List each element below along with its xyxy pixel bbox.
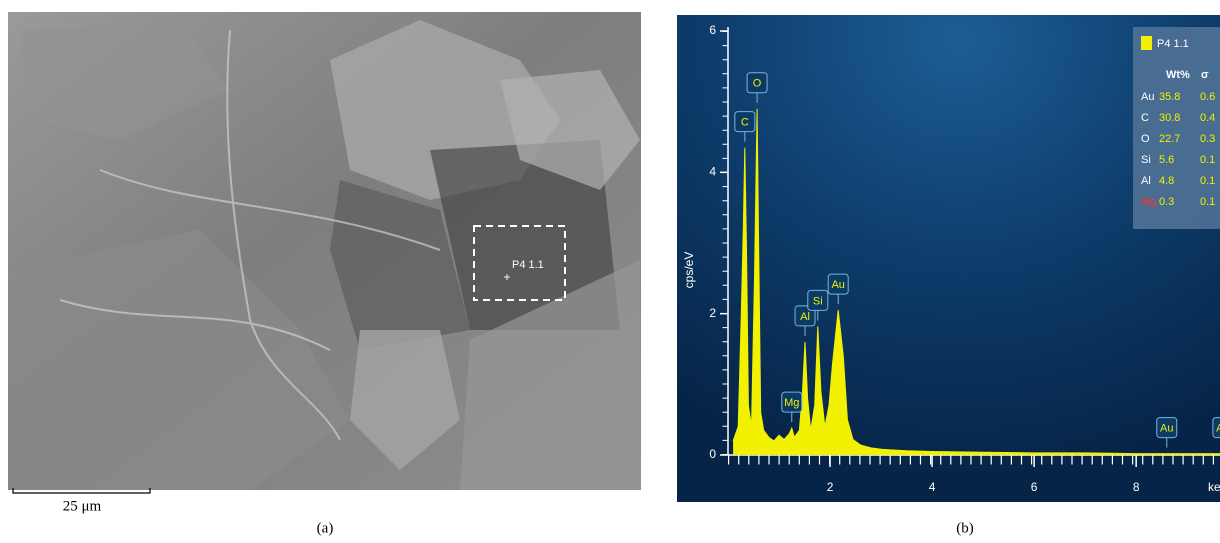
element: C (1141, 112, 1149, 124)
column-header: σ (1201, 69, 1209, 81)
wt-percent: 30.8 (1159, 112, 1180, 124)
x-tick-label: 6 (1031, 480, 1038, 494)
page: P4 1.1 + 25 μm (a) 02462468keVcps/eVCOMg… (0, 0, 1220, 543)
y-tick-label: 4 (709, 165, 716, 179)
wt-percent: 4.8 (1159, 175, 1174, 187)
element: Mg (1141, 196, 1156, 208)
wt-percent: 5.6 (1159, 154, 1174, 166)
sigma: 0.1 (1200, 175, 1215, 187)
svg-text:+: + (503, 270, 510, 284)
caption: (a) (317, 520, 334, 536)
x-tick-label: 4 (929, 480, 936, 494)
scale-bar-label: 25 μm (63, 498, 102, 514)
element: Al (1141, 175, 1151, 187)
peak-label: Au (1160, 422, 1173, 434)
sem-image: P4 1.1 + (8, 12, 641, 490)
element: Si (1141, 154, 1151, 166)
x-tick-label: 8 (1133, 480, 1140, 494)
wt-percent: 0.3 (1159, 196, 1174, 208)
peak-label: Au (831, 279, 844, 291)
y-axis-label: cps/eV (682, 252, 696, 289)
box-label: P4 1.1 (512, 259, 544, 271)
element: O (1141, 133, 1150, 145)
element: Au (1141, 91, 1154, 103)
peak-label: Mg (784, 397, 799, 409)
sigma: 0.4 (1200, 112, 1215, 124)
peak-label: Si (813, 295, 823, 307)
peak-label: Au (1216, 422, 1220, 434)
y-tick-label: 2 (709, 306, 716, 320)
peak-label: C (741, 117, 749, 129)
peak-label: Al (800, 311, 810, 323)
x-axis-label: keV (1208, 480, 1220, 494)
caption: (b) (956, 520, 974, 536)
sigma: 0.1 (1200, 154, 1215, 166)
sigma: 0.6 (1200, 91, 1215, 103)
y-tick-label: 0 (709, 447, 716, 461)
wt-percent: 22.7 (1159, 133, 1180, 145)
column-header: Wt% (1166, 69, 1190, 81)
scale-bar: 25 μm (13, 488, 150, 514)
legend-swatch (1141, 36, 1152, 50)
x-tick-label: 2 (827, 480, 834, 494)
legend-name: P4 1.1 (1157, 38, 1189, 50)
peak-label: O (753, 78, 762, 90)
y-tick-label: 6 (709, 23, 716, 37)
wt-percent: 35.8 (1159, 91, 1180, 103)
figure: P4 1.1 + 25 μm (a) 02462468keVcps/eVCOMg… (0, 0, 1220, 543)
sigma: 0.3 (1200, 133, 1215, 145)
sigma: 0.1 (1200, 196, 1215, 208)
